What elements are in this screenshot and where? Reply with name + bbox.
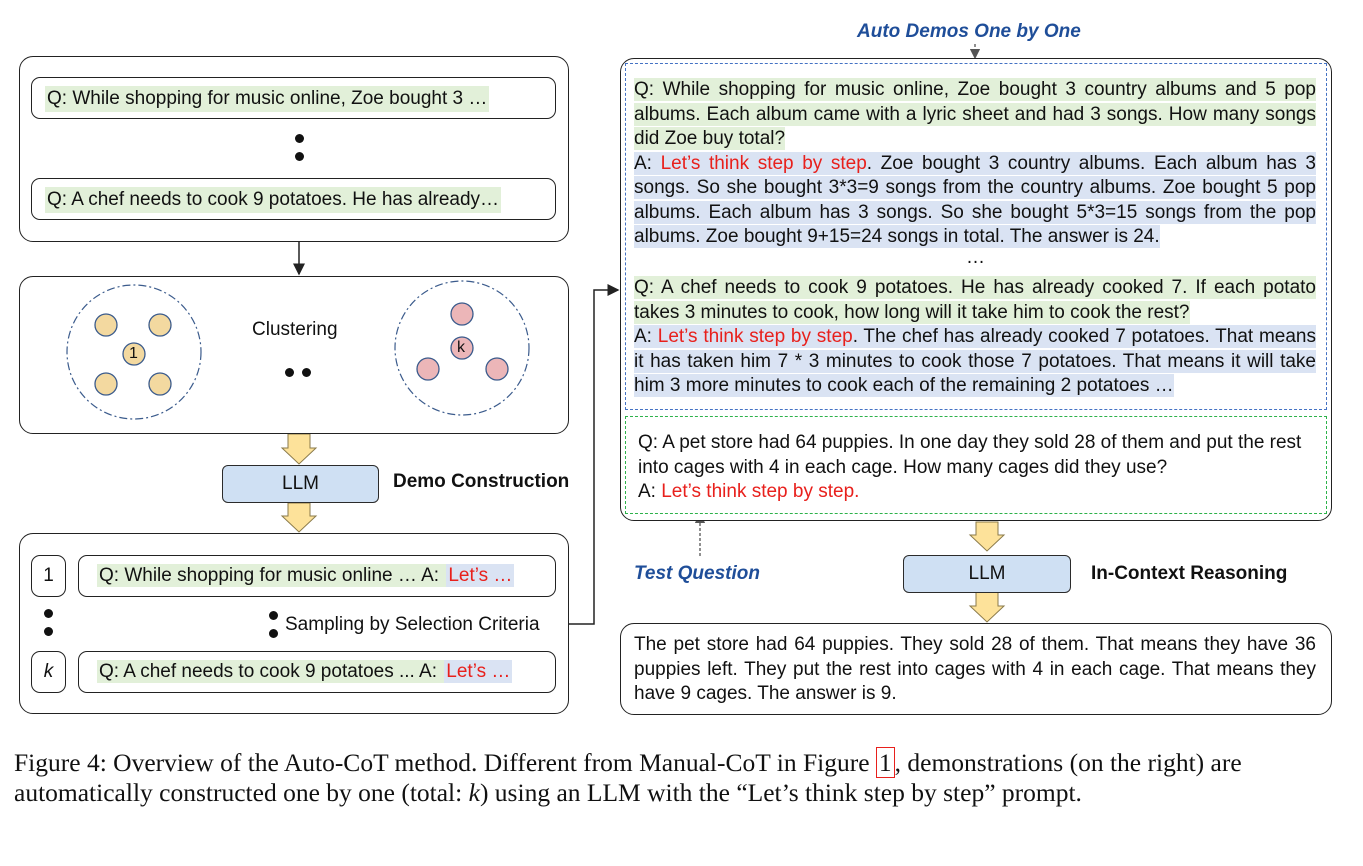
reasoning-output: The pet store had 64 puppies. They sold … — [634, 634, 1316, 704]
cluster-k-label: k — [457, 339, 465, 356]
question-item-2-text: Q: A chef needs to cook 9 potatoes. He h… — [45, 187, 502, 213]
demo-2: Q: A chef needs to cook 9 potatoes. He h… — [634, 276, 1316, 399]
auto-demos-dashed-box — [625, 63, 1327, 410]
demo-2-answer-prefix: A: — [634, 326, 658, 347]
cluster-1-center — [122, 342, 146, 366]
sample-index-1: 1 — [31, 555, 66, 597]
question-item-2: Q: A chef needs to cook 9 potatoes. He h… — [31, 178, 556, 220]
demo-1-answer-body: . Zoe bought 3 country albums. Each albu… — [634, 152, 1316, 248]
demo-2-question: Q: A chef needs to cook 9 potatoes. He h… — [634, 276, 1316, 324]
test-trigger: Let’s think step by step. — [661, 481, 860, 502]
vertical-ellipsis-dot — [295, 152, 304, 161]
cluster-k-center — [450, 336, 474, 360]
cluster-1-point — [148, 313, 172, 337]
test-answer-prefix: A: — [638, 481, 662, 502]
cluster-1-label: 1 — [129, 345, 138, 362]
sample-item-1-text: Q: While shopping for music online … A: … — [97, 564, 515, 588]
demo-2-answer-body: . The chef has already cooked 7 potatoes… — [634, 326, 1316, 396]
vertical-ellipsis-dot — [269, 611, 278, 620]
vertical-ellipsis-dot — [295, 134, 304, 143]
demo-1: Q: While shopping for music online, Zoe … — [634, 78, 1316, 250]
demos-ellipsis: … — [966, 247, 985, 268]
demo-1-answer: A: Let’s think step by step. Zoe bought … — [634, 151, 1316, 248]
cluster-k — [394, 280, 530, 416]
demo-2-trigger: Let’s think step by step — [657, 326, 853, 347]
sample-index-k: k — [31, 651, 66, 693]
sample-item-k-question: Q: A chef needs to cook 9 potatoes ... A… — [97, 660, 445, 683]
output-box — [620, 623, 1332, 715]
arrow-llm-to-sampling — [280, 502, 318, 533]
sample-index-1-text: 1 — [43, 565, 54, 586]
auto-demos-title: Auto Demos One by One — [857, 21, 1081, 42]
test-question-label: Test Question — [634, 563, 760, 584]
sample-item-1: Q: While shopping for music online … A: … — [78, 555, 556, 597]
question-item-1: Q: While shopping for music online, Zoe … — [31, 77, 556, 119]
sample-item-k-answer: Let’s … — [444, 660, 513, 683]
sample-item-1-question: Q: While shopping for music online … A: — [97, 564, 447, 587]
vertical-ellipsis-dot — [269, 629, 278, 638]
horizontal-ellipsis-dot — [285, 368, 294, 377]
arrow-demos-to-llm — [968, 521, 1006, 552]
cluster-1 — [66, 284, 202, 420]
vertical-ellipsis-dot — [44, 609, 53, 618]
demo-1-trigger: Let’s think step by step — [660, 152, 867, 174]
vertical-ellipsis-dot — [44, 627, 53, 636]
cluster-1-point — [94, 372, 118, 396]
in-context-reasoning-title: In-Context Reasoning — [1091, 563, 1288, 584]
test-question: Q: A pet store had 64 puppies. In one da… — [638, 431, 1318, 505]
cluster-k-point — [450, 302, 474, 326]
figure-reference-link[interactable]: 1 — [875, 747, 895, 778]
clustering-box — [19, 276, 569, 434]
caption-part-1: Figure 4: Overview of the Auto-CoT metho… — [14, 748, 876, 777]
demo-1-answer-prefix: A: — [634, 152, 661, 174]
horizontal-ellipsis-dot — [302, 368, 311, 377]
arrow-llm-to-output — [968, 591, 1006, 623]
cluster-1-point — [94, 313, 118, 337]
test-question-dashed-box — [625, 416, 1327, 514]
cluster-k-point — [416, 357, 440, 381]
demo-1-question: Q: While shopping for music online, Zoe … — [634, 78, 1316, 150]
sample-item-k-text: Q: A chef needs to cook 9 potatoes ... A… — [97, 660, 513, 684]
llm-in-context-reasoning: LLM — [903, 555, 1071, 593]
connector-sampling-to-demos — [569, 284, 620, 625]
test-question-text: Q: A pet store had 64 puppies. In one da… — [638, 432, 1302, 478]
caption-part-3: ) using an LLM with the “Let’s think ste… — [479, 778, 1082, 807]
clustering-label: Clustering — [252, 319, 338, 340]
demo-construction-title: Demo Construction — [393, 471, 570, 492]
sampling-criteria-label: Sampling by Selection Criteria — [285, 614, 540, 635]
demo-2-answer: A: Let’s think step by step. The chef ha… — [634, 325, 1316, 397]
sample-item-k: Q: A chef needs to cook 9 potatoes ... A… — [78, 651, 556, 693]
cluster-1-point — [148, 372, 172, 396]
llm-demo-construction: LLM — [222, 465, 379, 503]
figure-caption: Figure 4: Overview of the Auto-CoT metho… — [14, 747, 1349, 808]
sample-item-1-answer: Let’s … — [446, 564, 515, 587]
arrow-clustering-to-llm — [280, 433, 318, 465]
sample-index-k-text: k — [43, 661, 54, 682]
caption-part-2: , demonstrations (on the right) are auto… — [14, 748, 1242, 807]
question-item-1-text: Q: While shopping for music online, Zoe … — [45, 86, 490, 112]
cluster-k-point — [485, 357, 509, 381]
caption-k: k — [468, 778, 480, 807]
